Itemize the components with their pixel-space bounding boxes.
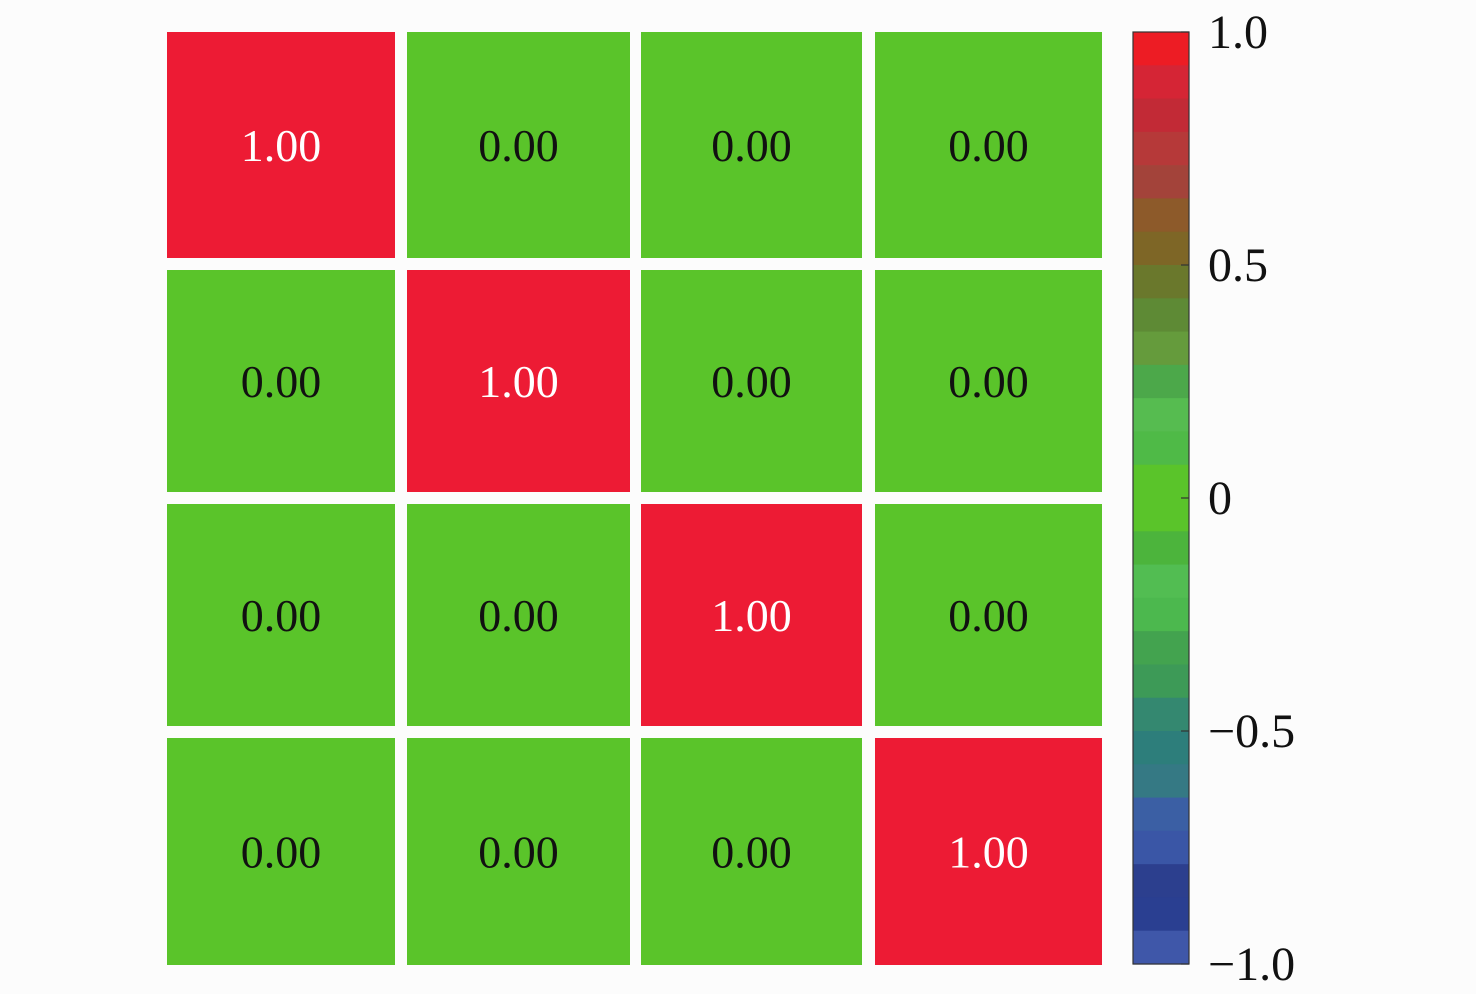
heatmap-cells: 1.00 0.00 0.00 0.00 0.00 1.00 0.00 0.00 0.00 0.00… bbox=[167, 32, 1102, 965]
colorbar-tick-label: 1.0 bbox=[1208, 6, 1268, 59]
heatmap-cell-r2-c2 bbox=[407, 270, 630, 492]
cell-value-label-r1-c2: 0.00 bbox=[478, 120, 559, 171]
cell-value-label-r1-c1: 1.00 bbox=[241, 120, 322, 171]
cell-value-label-r1-c4: 0.00 bbox=[948, 120, 1029, 171]
colorbar-band bbox=[1133, 697, 1189, 732]
colorbar-band bbox=[1133, 564, 1189, 599]
colorbar-band bbox=[1133, 531, 1189, 566]
colorbar-band bbox=[1133, 498, 1189, 532]
cell-value-label-r3-c4: 0.00 bbox=[948, 590, 1029, 641]
colorbar-band bbox=[1133, 165, 1189, 200]
colorbar-tick-label: 0 bbox=[1208, 472, 1232, 525]
colorbar-band bbox=[1133, 65, 1189, 100]
cell-value-label-r4-c1: 0.00 bbox=[241, 827, 322, 878]
colorbar-band bbox=[1133, 98, 1189, 133]
colorbar-band bbox=[1133, 231, 1189, 266]
cell-value-label-r3-c2: 0.00 bbox=[478, 590, 559, 641]
colorbar-band bbox=[1133, 464, 1189, 499]
cell-value-label-r2-c1: 0.00 bbox=[241, 356, 322, 407]
cell-value-label-r2-c2: 1.00 bbox=[478, 356, 559, 407]
heatmap-cell-r3-c3 bbox=[641, 504, 862, 726]
colorbar-band bbox=[1133, 331, 1189, 366]
heatmap-cell-r2-c1 bbox=[167, 270, 395, 492]
heatmap-cell-r1-c4 bbox=[875, 32, 1102, 258]
heatmap-cell-r1-c2 bbox=[407, 32, 630, 258]
cell-value-label-r4-c2: 0.00 bbox=[478, 827, 559, 878]
colorbar-band bbox=[1133, 664, 1189, 699]
colorbar-band bbox=[1133, 364, 1189, 399]
heatmap-cell-r2-c3 bbox=[641, 270, 862, 492]
colorbar-band bbox=[1133, 897, 1189, 932]
colorbar-band bbox=[1133, 930, 1189, 965]
heatmap-cell-r3-c4 bbox=[875, 504, 1102, 726]
colorbar-band bbox=[1133, 32, 1189, 66]
heatmap-cell-r1-c1 bbox=[167, 32, 395, 258]
heatmap-cell-r4-c4 bbox=[875, 738, 1102, 965]
cell-value-label-r1-c3: 0.00 bbox=[711, 120, 792, 171]
cell-value-label-r2-c4: 0.00 bbox=[948, 356, 1029, 407]
heatmap-cell-r4-c2 bbox=[407, 738, 630, 965]
heatmap-cell-r3-c2 bbox=[407, 504, 630, 726]
cell-value-label-r4-c4: 1.00 bbox=[948, 827, 1029, 878]
colorbar-tick-label: 0.5 bbox=[1208, 239, 1268, 292]
colorbar-band bbox=[1133, 298, 1189, 333]
colorbar-band bbox=[1133, 764, 1189, 799]
colorbar-band bbox=[1133, 431, 1189, 466]
colorbar-band bbox=[1133, 265, 1189, 299]
heatmap-cell-r4-c3 bbox=[641, 738, 862, 965]
colorbar-band bbox=[1133, 797, 1189, 832]
colorbar-tick-label: −1.0 bbox=[1208, 938, 1295, 991]
colorbar-band bbox=[1133, 131, 1189, 166]
colorbar-band bbox=[1133, 398, 1189, 433]
colorbar-band bbox=[1133, 198, 1189, 233]
heatmap-cell-r2-c4 bbox=[875, 270, 1102, 492]
cell-value-label-r3-c3: 1.00 bbox=[711, 590, 792, 641]
colorbar-tick-label: −0.5 bbox=[1208, 705, 1295, 758]
cell-value-label-r4-c3: 0.00 bbox=[711, 827, 792, 878]
heatmap-cell-r3-c1 bbox=[167, 504, 395, 726]
colorbar-band bbox=[1133, 631, 1189, 666]
colorbar-band bbox=[1133, 830, 1189, 865]
colorbar-band bbox=[1133, 864, 1189, 899]
colorbar: 1.0 0.5 0 −0.5 −1.0 bbox=[1132, 6, 1295, 991]
cell-value-label-r2-c3: 0.00 bbox=[711, 356, 792, 407]
heatmap-cell-r1-c3 bbox=[641, 32, 862, 258]
cell-value-label-r3-c1: 0.00 bbox=[241, 590, 322, 641]
colorbar-band bbox=[1133, 597, 1189, 632]
colorbar-band bbox=[1133, 731, 1189, 765]
heatmap-cell-r4-c1 bbox=[167, 738, 395, 965]
